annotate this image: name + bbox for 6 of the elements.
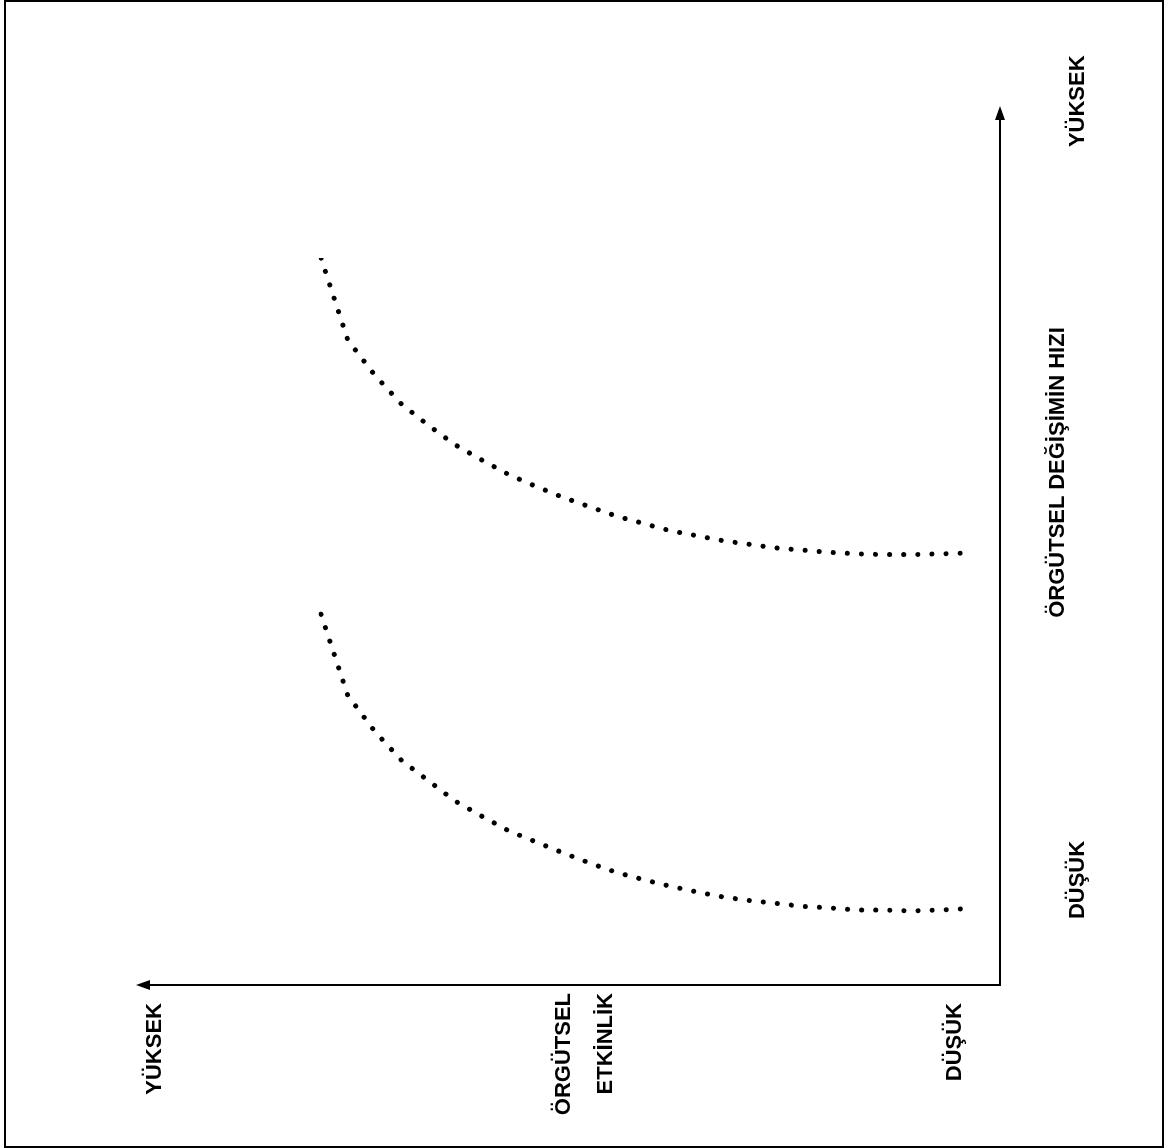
text: DÜŞÜK — [1064, 840, 1090, 920]
text: ÖRGÜTSEL ETKİNLİK — [550, 992, 618, 1116]
y-axis-title: ÖRGÜTSEL DEĞİŞİMİN HIZI — [1044, 327, 1070, 618]
text: DÜŞÜK — [941, 1002, 967, 1082]
text: YÜKSEK — [140, 1002, 166, 1095]
text: YÜKSEK — [1064, 55, 1090, 148]
